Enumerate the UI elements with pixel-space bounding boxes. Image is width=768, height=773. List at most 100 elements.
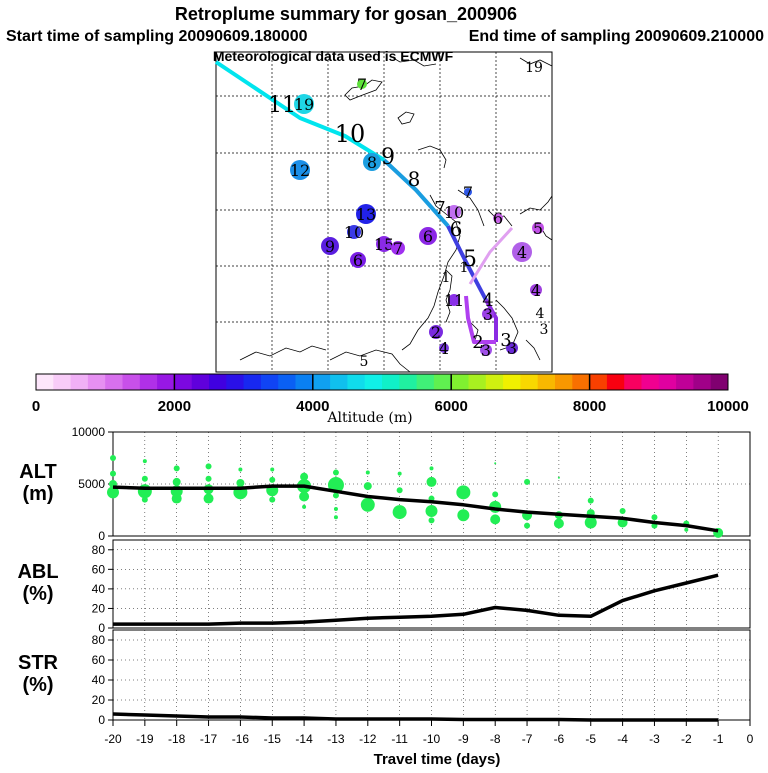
colorbar-swatch (174, 374, 193, 390)
meteorological-data-label: Meteorological data used is ECMWF (213, 48, 454, 64)
coastline (239, 55, 553, 373)
travel-time-axis: -20 -19 -18 -17 -16 -15 -14 -13 -12 -11 -10 -9 -8 -7-… (104, 720, 754, 746)
colorbar-swatch (451, 374, 469, 390)
plume-marker-label: 3 (483, 305, 493, 324)
trajectory-day-label: 6 (450, 217, 463, 241)
trajectory-day-label: 2 (472, 332, 483, 353)
altitude-scatter-point (396, 487, 403, 494)
x-axis-label: Travel time (days) (374, 751, 501, 768)
plume-marker (530, 284, 542, 296)
x-tick-label: -6 (554, 732, 565, 746)
y-tick-label: 10000 (72, 425, 106, 439)
altitude-colorbar: 0 2000 4000 6000 8000 10000 Altitude (m) (32, 373, 749, 426)
colorbar-tick-label: 6000 (435, 398, 468, 415)
y-tick-label: 60 (92, 562, 106, 576)
x-tick-label: -11 (391, 732, 408, 746)
panel-ylabel: STR (18, 652, 59, 674)
altitude-scatter-point (269, 496, 276, 503)
colorbar-swatch (53, 374, 72, 390)
colorbar-swatch (572, 374, 591, 390)
x-tick-label: -4 (617, 732, 628, 746)
plume-marker-label: 9 (325, 237, 335, 256)
altitude-scatter-point (269, 476, 276, 483)
y-tick-label: 40 (92, 582, 106, 596)
colorbar-swatch (382, 374, 400, 390)
colorbar-swatch (606, 374, 625, 390)
altitude-scatter-point (205, 475, 212, 482)
plume-marker (429, 325, 443, 339)
trajectory-segment (214, 60, 386, 162)
trajectory-day-label: 8 (408, 167, 421, 191)
y-tick-label: 5000 (78, 477, 105, 491)
altitude-scatter-point (587, 497, 594, 504)
plume-marker (447, 205, 461, 219)
colorbar-swatch (589, 374, 608, 390)
mean-trajectory (214, 60, 514, 344)
plume-marker (439, 343, 449, 353)
trajectory-day-label: 4 (482, 290, 493, 311)
altitude-scatter-point (110, 470, 116, 477)
altitude-scatter-point (365, 470, 370, 475)
plume-marker (493, 213, 503, 223)
x-tick-label: -14 (295, 732, 313, 746)
colorbar-swatch (260, 374, 279, 390)
altitude-scatter-point (557, 476, 560, 479)
colorbar-frame (35, 373, 729, 391)
trajectory-day-label: 3 (500, 330, 511, 351)
plume-marker (363, 153, 381, 171)
map-graticule (216, 52, 552, 372)
altitude-scatter-point (428, 517, 435, 524)
colorbar-swatch (243, 374, 262, 390)
plume-marker (357, 79, 367, 89)
colorbar-swatch (226, 374, 245, 390)
altitude-scatter-point (397, 471, 402, 476)
colorbar-swatch (87, 374, 106, 390)
panel-alt: 0 5000 10000 ALT(m) (19, 425, 751, 543)
plume-marker (350, 252, 366, 268)
trajectory-branch (468, 226, 514, 285)
y-tick-label: 20 (92, 601, 106, 615)
colorbar-label: Altitude (m) (326, 410, 412, 426)
y-tick-label: 0 (98, 621, 105, 635)
colorbar-swatch (710, 374, 729, 390)
colorbar-swatch (399, 374, 418, 390)
altitude-scatter-point (141, 496, 148, 503)
plume-marker-label: 7 (393, 239, 403, 258)
altitude-scatter-point (270, 467, 275, 472)
colorbar-swatch (676, 374, 694, 390)
plume-marker (391, 241, 405, 255)
x-tick-label: -19 (136, 732, 154, 746)
plume-marker (448, 294, 460, 306)
plume-marker (294, 94, 314, 114)
panel-str: 0 20 40 60 80 STR(%) (18, 629, 751, 727)
colorbar-swatch (70, 374, 89, 390)
altitude-scatter-point (173, 465, 180, 472)
altitude-scatter-point (651, 514, 658, 521)
altitude-scatter-point (684, 527, 689, 532)
altitude-scatter-point (457, 509, 470, 522)
y-tick-label: 0 (98, 529, 105, 543)
x-tick-label: -16 (232, 732, 250, 746)
colorbar-tick-label: 0 (32, 398, 40, 415)
plume-marker-label: 4 (517, 243, 527, 262)
y-tick-label: 0 (98, 713, 105, 727)
x-tick-label: -1 (713, 732, 724, 746)
colorbar-swatch (693, 374, 712, 390)
plume-marker-label: 10 (344, 223, 364, 242)
colorbar-swatch (36, 374, 54, 390)
colorbar-swatch (658, 374, 677, 390)
plume-marker (419, 227, 437, 245)
y-tick-label: 20 (92, 693, 106, 707)
altitude-scatter-point (238, 467, 243, 472)
colorbar-swatch (278, 374, 296, 390)
end-time-label: End time of sampling 20090609.210000 (469, 28, 764, 45)
plume-marker (321, 237, 339, 255)
plume-marker-label: 15 (374, 235, 394, 254)
altitude-scatter-point (360, 497, 375, 512)
time-series-panels: 0500010000ALT(m)020406080ABL(%)020406080… (17, 425, 751, 727)
x-tick-label: -17 (200, 732, 218, 746)
